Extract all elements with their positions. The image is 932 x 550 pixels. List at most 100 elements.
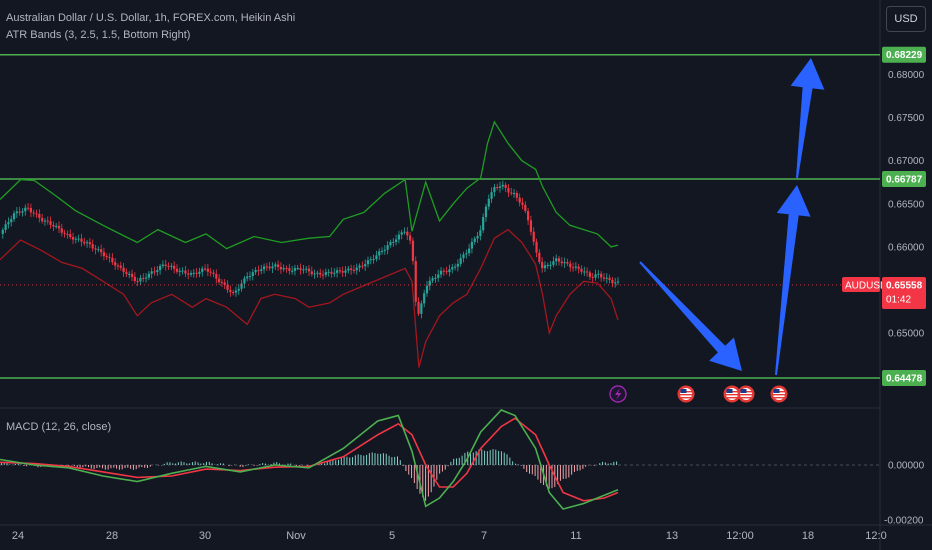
candle-body bbox=[150, 271, 153, 274]
macd-legend[interactable]: MACD (12, 26, close) bbox=[6, 421, 112, 433]
candle-body bbox=[313, 273, 316, 275]
down-arrow[interactable] bbox=[639, 261, 742, 371]
candle-body bbox=[546, 264, 549, 266]
flag-icon-canton bbox=[680, 389, 687, 393]
candle-body bbox=[425, 285, 429, 294]
level-price-tag[interactable] bbox=[882, 370, 926, 387]
candle-body bbox=[262, 266, 266, 270]
trend-arrows[interactable] bbox=[639, 58, 825, 376]
candle-body bbox=[529, 220, 533, 232]
candle-body bbox=[212, 272, 215, 274]
down-arrow-shape[interactable] bbox=[639, 261, 742, 371]
candle-body bbox=[512, 193, 516, 195]
candle-body bbox=[46, 220, 49, 222]
candle-body bbox=[541, 261, 544, 269]
candle-body bbox=[602, 277, 606, 279]
up-arrow-lower-shape[interactable] bbox=[775, 185, 811, 376]
event-markers[interactable] bbox=[609, 385, 788, 403]
indicator-legend[interactable]: ATR Bands (3, 2.5, 1.5, Bottom Right) bbox=[6, 29, 191, 41]
price-tick-label: 0.67500 bbox=[888, 113, 925, 124]
candle-body bbox=[240, 283, 243, 289]
candle-body bbox=[378, 251, 381, 256]
candle-body bbox=[383, 249, 386, 251]
macd-tick-label: 0.00000 bbox=[888, 461, 925, 472]
time-tick-label: 11 bbox=[570, 530, 581, 542]
candle-body bbox=[175, 268, 179, 272]
candle-body bbox=[411, 240, 415, 261]
candle-body bbox=[319, 272, 322, 275]
price-axis[interactable]: 0.68000 0.67500 0.67000 0.66500 0.66000 0.655… bbox=[842, 46, 926, 527]
candle-body bbox=[201, 268, 204, 272]
candle-body bbox=[431, 278, 434, 281]
candle-body bbox=[100, 249, 103, 253]
candle-body bbox=[159, 265, 162, 271]
candle-body bbox=[136, 280, 139, 282]
up-arrow-lower[interactable] bbox=[775, 185, 811, 376]
level-price-tag[interactable] bbox=[882, 46, 926, 63]
candle-body bbox=[26, 207, 30, 209]
time-axis[interactable]: 24 28 30 Nov 5 7 11 13 12:00 18 12:0 bbox=[12, 530, 887, 542]
candle-body bbox=[246, 276, 249, 279]
up-arrow-upper[interactable] bbox=[790, 58, 825, 179]
candle-body bbox=[57, 225, 61, 229]
candle-body bbox=[167, 266, 170, 268]
candle-body bbox=[591, 276, 594, 278]
candle-body bbox=[187, 273, 190, 275]
candle-body bbox=[7, 222, 10, 225]
candle-body bbox=[403, 231, 406, 233]
candle-body bbox=[527, 210, 530, 221]
candle-body bbox=[49, 221, 52, 225]
us-flag-icon[interactable] bbox=[677, 385, 695, 403]
candle-body bbox=[178, 270, 181, 272]
time-tick-label: 24 bbox=[12, 530, 24, 542]
us-flag-icon[interactable] bbox=[723, 385, 741, 403]
last-price-tag[interactable] bbox=[882, 276, 926, 309]
candle-body bbox=[97, 249, 100, 251]
us-flag-icon[interactable] bbox=[737, 385, 755, 403]
candle-body bbox=[268, 266, 271, 269]
candle-body bbox=[389, 242, 392, 246]
candle-body bbox=[524, 204, 527, 211]
candle-body bbox=[442, 270, 445, 272]
price-tick-label: 0.66500 bbox=[888, 199, 925, 210]
flag-icon-stripe bbox=[726, 397, 738, 399]
candle-body bbox=[130, 273, 134, 277]
candle-body bbox=[288, 268, 291, 271]
candle-body bbox=[409, 235, 412, 241]
candle-body bbox=[456, 263, 459, 267]
price-tick-label: 0.67000 bbox=[888, 156, 925, 167]
candle-body bbox=[195, 272, 198, 274]
candle-body bbox=[459, 258, 462, 264]
lightning-icon[interactable] bbox=[609, 385, 627, 403]
candle-body bbox=[484, 206, 488, 218]
candle-body bbox=[254, 270, 257, 273]
us-flag-icon[interactable] bbox=[770, 385, 788, 403]
candle-body bbox=[482, 217, 485, 231]
candle-body bbox=[439, 270, 443, 275]
candle-body bbox=[574, 266, 577, 268]
candle-body bbox=[588, 272, 592, 277]
price-tick-label: 0.65000 bbox=[888, 329, 925, 340]
candle-body bbox=[605, 277, 608, 279]
candle-body bbox=[122, 267, 125, 273]
candle-body bbox=[451, 267, 454, 270]
candle-body bbox=[515, 193, 518, 198]
candle-body bbox=[369, 259, 372, 261]
price-tick-label: 0.68000 bbox=[888, 70, 925, 81]
time-tick-label: 7 bbox=[481, 530, 487, 542]
candle-body bbox=[91, 244, 94, 249]
candle-body bbox=[420, 303, 423, 314]
currency-button[interactable]: USD bbox=[886, 6, 926, 32]
time-tick-label: 18 bbox=[802, 530, 814, 542]
candle-body bbox=[549, 264, 552, 266]
candle-body bbox=[586, 271, 589, 273]
up-arrow-upper-shape[interactable] bbox=[790, 58, 825, 179]
candle-body bbox=[271, 266, 274, 269]
candle-body bbox=[189, 273, 193, 275]
horizontal-levels[interactable] bbox=[0, 53, 880, 379]
candle-body bbox=[521, 202, 524, 205]
price-tick-label: 0.66000 bbox=[888, 242, 925, 253]
candle-body bbox=[29, 207, 32, 213]
level-price-tag[interactable] bbox=[882, 171, 926, 188]
